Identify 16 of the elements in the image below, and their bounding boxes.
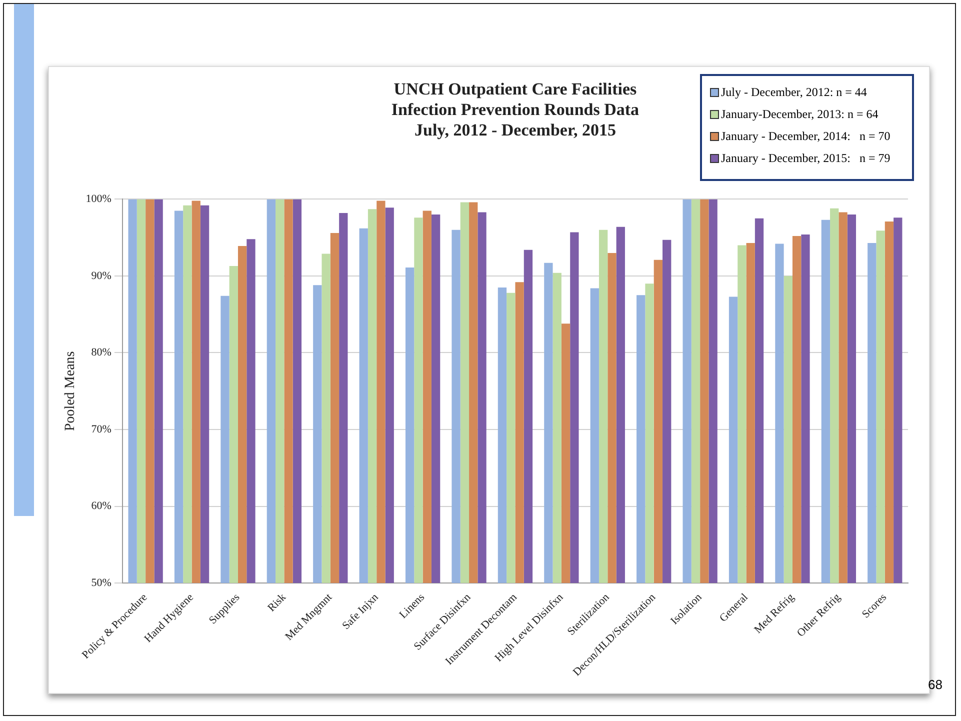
y-tick-label: 60% [91,500,112,512]
y-tick-label: 90% [91,270,112,282]
legend-label: January - December, 2015: n = 79 [720,151,892,166]
text: July, 2012 - December, 2015 [414,120,616,140]
text: 68 [928,677,942,692]
y-axis-title: Pooled Means [63,351,78,431]
y-tick-label: 70% [91,423,112,436]
y-tick-label: 50% [91,576,112,589]
legend-label: January - December, 2014: n = 70 [720,129,892,144]
legend-label: July - December, 2012: n = 44 [720,85,868,100]
y-tick-label: 100% [86,193,112,206]
legend-label: January-December, 2013: n = 64 [720,107,880,122]
x-tick-label: Risk [266,591,289,614]
y-tick-label: 80% [91,346,112,359]
text: UNCH Outpatient Care Facilities [394,80,637,99]
text: Infection Prevention Rounds Data [391,100,640,119]
